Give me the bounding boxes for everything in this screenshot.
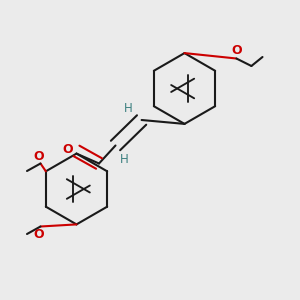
Text: O: O: [34, 228, 44, 242]
Text: O: O: [63, 143, 74, 156]
Text: O: O: [34, 149, 44, 163]
Text: H: H: [120, 153, 129, 166]
Text: H: H: [124, 101, 133, 115]
Text: O: O: [231, 44, 242, 58]
